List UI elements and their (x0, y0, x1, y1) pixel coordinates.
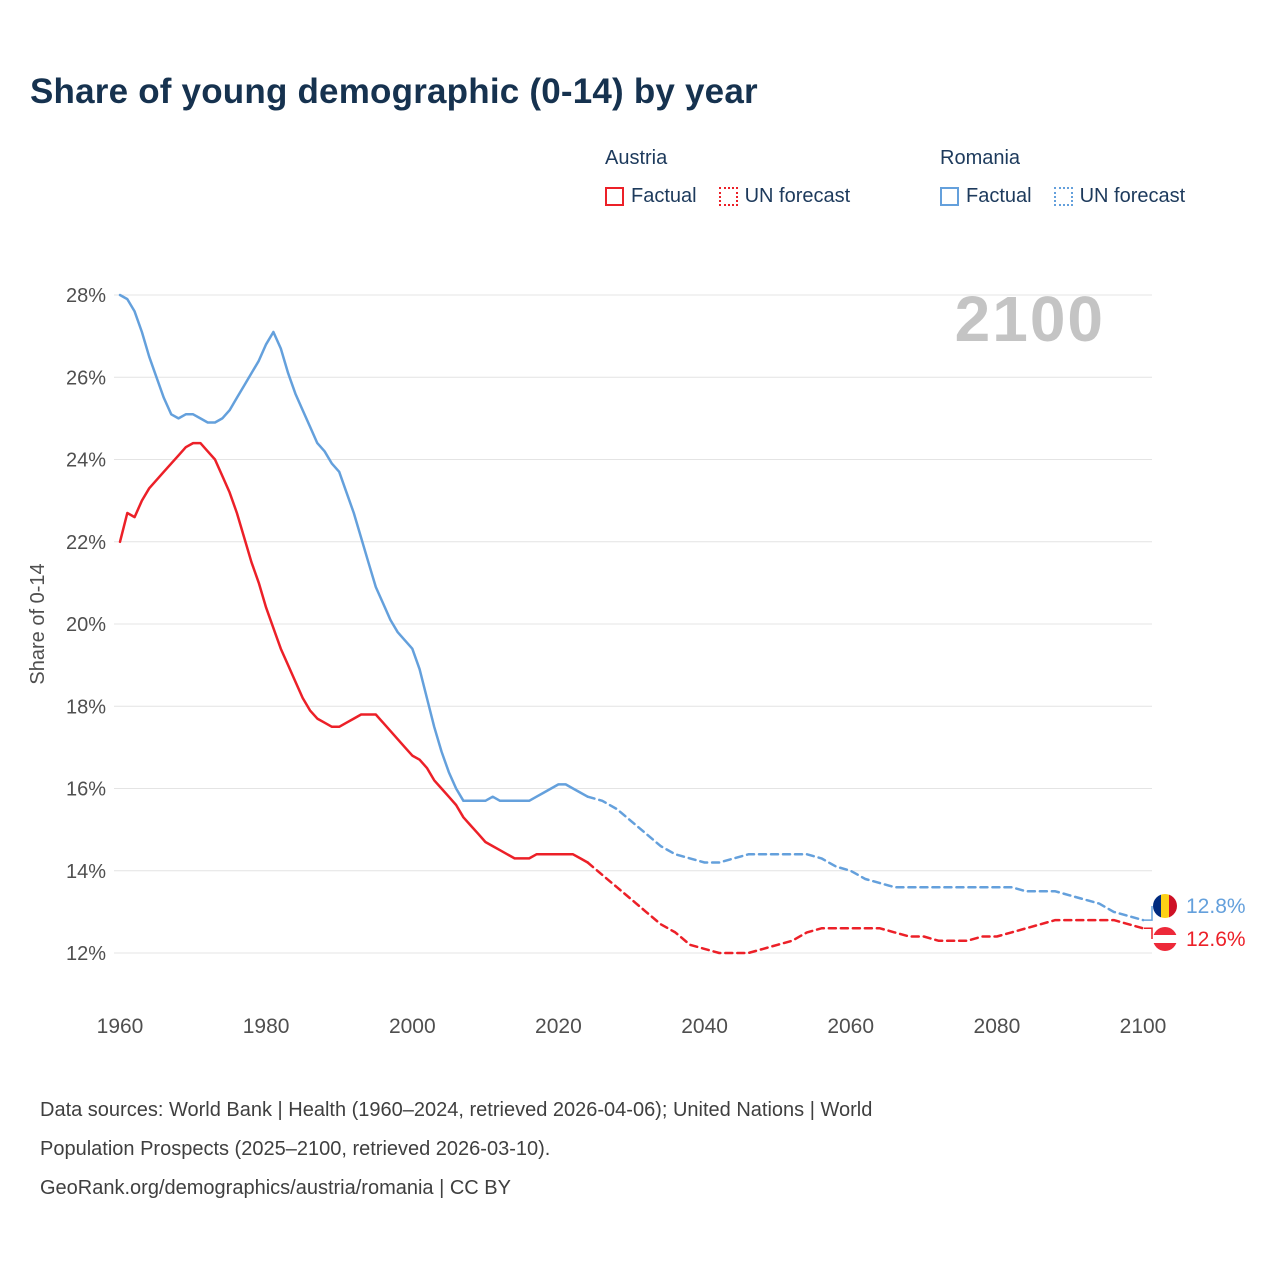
legend-group-austria: Austria Factual UN forecast (605, 147, 850, 208)
svg-text:24%: 24% (66, 450, 106, 472)
page-title: Share of young demographic (0-14) by yea… (30, 72, 758, 111)
legend-marker-romania-factual-icon (940, 187, 959, 206)
svg-text:1960: 1960 (97, 1015, 144, 1038)
svg-text:18%: 18% (66, 696, 106, 718)
svg-text:26%: 26% (66, 367, 106, 389)
romania-end-value: 12.8% (1186, 895, 1246, 918)
svg-text:12%: 12% (66, 943, 106, 965)
footer-line-1: Data sources: World Bank | Health (1960–… (40, 1099, 873, 1121)
footer-line-3: GeoRank.org/demographics/austria/romania… (40, 1177, 511, 1199)
svg-text:2100: 2100 (1120, 1015, 1167, 1038)
legend-label-romania-factual: Factual (966, 185, 1032, 207)
svg-text:1980: 1980 (243, 1015, 290, 1038)
legend-label-romania-forecast: UN forecast (1079, 185, 1186, 207)
chart-svg: 12% 14% 16% 18% 20% 22% 24% 26% 28% 1960 1980 2000 2… (27, 285, 1167, 1038)
romania-flag-icon (1153, 894, 1177, 918)
legend-header-austria: Austria (605, 147, 668, 169)
legend-label-austria-factual: Factual (631, 185, 697, 207)
svg-text:20%: 20% (66, 614, 106, 636)
svg-text:Share of 0-14: Share of 0-14 (27, 563, 49, 684)
legend-label-austria-forecast: UN forecast (744, 185, 851, 207)
watermark-year: 2100 (954, 283, 1105, 355)
legend-marker-romania-forecast-icon (1053, 187, 1073, 206)
svg-text:16%: 16% (66, 779, 106, 801)
legend-header-romania: Romania (940, 147, 1021, 169)
svg-text:2060: 2060 (827, 1015, 874, 1038)
svg-text:28%: 28% (66, 285, 106, 307)
footer-line-2: Population Prospects (2025–2100, retriev… (40, 1138, 551, 1160)
legend-item-romania-factual[interactable]: Factual (940, 185, 1032, 208)
svg-text:2080: 2080 (974, 1015, 1021, 1038)
footer: Data sources: World Bank | Health (1960–… (40, 1091, 1220, 1208)
legend-item-romania-forecast[interactable]: UN forecast (1053, 185, 1186, 208)
chart-area: 12% 14% 16% 18% 20% 22% 24% 26% 28% 1960 1980 2000 2… (0, 250, 1280, 1080)
legend-item-austria-forecast[interactable]: UN forecast (718, 185, 851, 208)
svg-text:14%: 14% (66, 861, 106, 883)
legend-group-romania: Romania Factual UN forecast (940, 147, 1185, 208)
svg-text:2040: 2040 (681, 1015, 728, 1038)
svg-text:2000: 2000 (389, 1015, 436, 1038)
legend-marker-austria-factual-icon (605, 187, 624, 206)
austria-flag-icon (1153, 927, 1177, 951)
svg-text:22%: 22% (66, 532, 106, 554)
legend-marker-austria-forecast-icon (718, 187, 738, 206)
legend-item-austria-factual[interactable]: Factual (605, 185, 697, 208)
austria-end-value: 12.6% (1186, 928, 1246, 951)
svg-text:2020: 2020 (535, 1015, 582, 1038)
